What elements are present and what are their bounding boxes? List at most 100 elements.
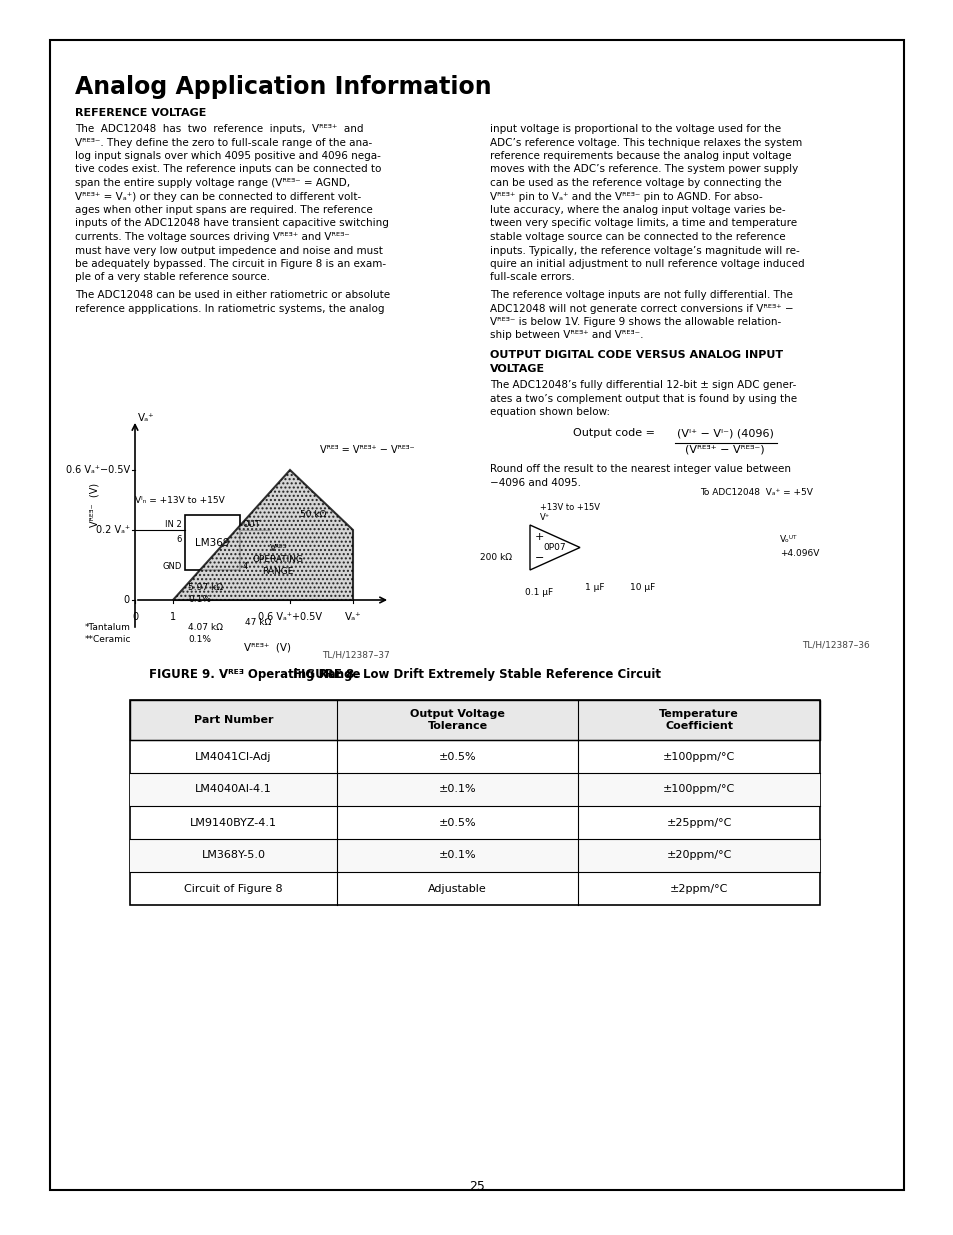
Text: LM4041CI-Adj: LM4041CI-Adj (195, 752, 272, 762)
Text: input voltage is proportional to the voltage used for the: input voltage is proportional to the vol… (490, 124, 781, 135)
Text: moves with the ADC’s reference. The system power supply: moves with the ADC’s reference. The syst… (490, 164, 798, 174)
Text: Vᴿᴱᴲ⁺ pin to Vₐ⁺ and the Vᴿᴱᴲ⁻ pin to AGND. For abso-: Vᴿᴱᴲ⁺ pin to Vₐ⁺ and the Vᴿᴱᴲ⁻ pin to AG… (490, 191, 762, 201)
Text: reference appplications. In ratiometric systems, the analog: reference appplications. In ratiometric … (75, 304, 384, 314)
Text: (Vᴿᴱᴲ⁺ − Vᴿᴱᴲ⁻): (Vᴿᴱᴲ⁺ − Vᴿᴱᴲ⁻) (684, 445, 764, 454)
Text: 50 kΩ: 50 kΩ (299, 510, 326, 519)
Text: The reference voltage inputs are not fully differential. The: The reference voltage inputs are not ful… (490, 290, 792, 300)
Text: OUT: OUT (243, 520, 260, 529)
Text: must have very low output impedence and noise and must: must have very low output impedence and … (75, 246, 382, 256)
Text: ±25ppm/°C: ±25ppm/°C (666, 818, 731, 827)
Text: 1: 1 (170, 613, 176, 622)
Text: 4: 4 (243, 562, 248, 571)
Text: 0.1%: 0.1% (188, 595, 211, 604)
Text: Vᴿᴱᴲ⁻. They define the zero to full-scale range of the ana-: Vᴿᴱᴲ⁻. They define the zero to full-scal… (75, 137, 372, 147)
Text: Vₐ⁺: Vₐ⁺ (344, 613, 361, 622)
Text: 0.2 Vₐ⁺: 0.2 Vₐ⁺ (95, 525, 130, 535)
Text: LM368Y-5.0: LM368Y-5.0 (201, 851, 265, 861)
Text: LM9140BYZ-4.1: LM9140BYZ-4.1 (190, 818, 276, 827)
Text: **Ceramic: **Ceramic (85, 635, 132, 643)
Text: equation shown below:: equation shown below: (490, 408, 610, 417)
Text: +13V to +15V: +13V to +15V (539, 503, 599, 513)
Text: TL/H/12387–36: TL/H/12387–36 (801, 641, 869, 650)
Text: REFERENCE VOLTAGE: REFERENCE VOLTAGE (75, 107, 206, 119)
Text: 47 kΩ: 47 kΩ (245, 618, 271, 627)
Text: Vᴿᴱᴲ⁻ is below 1V. Figure 9 shows the allowable relation-: Vᴿᴱᴲ⁻ is below 1V. Figure 9 shows the al… (490, 317, 781, 327)
Text: Adjustable: Adjustable (428, 883, 487, 893)
Text: ±0.1%: ±0.1% (438, 784, 476, 794)
Text: Output Voltage
Tolerance: Output Voltage Tolerance (410, 709, 505, 731)
Text: 0.1 μF: 0.1 μF (524, 588, 553, 597)
Text: be adequately bypassed. The circuit in Figure 8 is an exam-: be adequately bypassed. The circuit in F… (75, 259, 386, 269)
Polygon shape (530, 525, 579, 571)
Text: FIGURE 8. Low Drift Extremely Stable Reference Circuit: FIGURE 8. Low Drift Extremely Stable Ref… (294, 668, 660, 680)
Text: ±2ppm/°C: ±2ppm/°C (669, 883, 728, 893)
Text: inputs of the ADC12048 have transient capacitive switching: inputs of the ADC12048 have transient ca… (75, 219, 389, 228)
Bar (130, 773, 820, 806)
Text: TL/H/12387–37: TL/H/12387–37 (322, 650, 390, 659)
Bar (130, 700, 820, 905)
Text: tween very specific voltage limits, a time and temperature: tween very specific voltage limits, a ti… (490, 219, 797, 228)
Text: LM369: LM369 (195, 537, 230, 547)
Text: 25: 25 (469, 1179, 484, 1193)
Text: ages when other input spans are required. The reference: ages when other input spans are required… (75, 205, 373, 215)
Text: 1 μF: 1 μF (584, 583, 604, 592)
Text: tive codes exist. The reference inputs can be connected to: tive codes exist. The reference inputs c… (75, 164, 381, 174)
Text: inputs. Typically, the reference voltage’s magnitude will re-: inputs. Typically, the reference voltage… (490, 246, 799, 256)
Text: reference requirements because the analog input voltage: reference requirements because the analo… (490, 151, 791, 161)
Text: ADC12048 will not generate correct conversions if Vᴿᴱᴲ⁺ −: ADC12048 will not generate correct conve… (490, 304, 793, 314)
Text: LM4040AI-4.1: LM4040AI-4.1 (195, 784, 272, 794)
Text: Vᴿᴱᴲ⁺  (V): Vᴿᴱᴲ⁺ (V) (244, 642, 291, 652)
Text: To ADC12048  Vₐ⁺ = +5V: To ADC12048 Vₐ⁺ = +5V (700, 488, 812, 496)
Text: span the entire supply voltage range (Vᴿᴱᴲ⁻ = AGND,: span the entire supply voltage range (Vᴿ… (75, 178, 350, 188)
Text: Output code =: Output code = (573, 429, 655, 438)
Text: −: − (535, 553, 544, 563)
Text: +4.096V: +4.096V (780, 548, 819, 557)
Bar (185, 515, 240, 571)
Text: ple of a very stable reference source.: ple of a very stable reference source. (75, 273, 270, 283)
Text: VOLTAGE: VOLTAGE (490, 363, 544, 373)
Text: ship between Vᴿᴱᴲ⁺ and Vᴿᴱᴲ⁻.: ship between Vᴿᴱᴲ⁺ and Vᴿᴱᴲ⁻. (490, 331, 643, 341)
Text: Vᴿᴱᴲ
OPERATING
RANGE: Vᴿᴱᴲ OPERATING RANGE (253, 543, 303, 577)
Text: OUTPUT DIGITAL CODE VERSUS ANALOG INPUT: OUTPUT DIGITAL CODE VERSUS ANALOG INPUT (490, 350, 782, 359)
Text: currents. The voltage sources driving Vᴿᴱᴲ⁺ and Vᴿᴱᴲ⁻: currents. The voltage sources driving Vᴿ… (75, 232, 350, 242)
Bar (130, 700, 820, 740)
Text: The ADC12048’s fully differential 12-bit ± sign ADC gener-: The ADC12048’s fully differential 12-bit… (490, 380, 796, 390)
Text: 0P07: 0P07 (543, 543, 566, 552)
Text: −4096 and 4095.: −4096 and 4095. (490, 478, 580, 488)
Bar (50, 40, 903, 1191)
Text: The  ADC12048  has  two  reference  inputs,  Vᴿᴱᴲ⁺  and: The ADC12048 has two reference inputs, V… (75, 124, 363, 135)
Text: FIGURE 9. Vᴿᴱᴲ Operating Range: FIGURE 9. Vᴿᴱᴲ Operating Range (149, 668, 360, 680)
Text: The ADC12048 can be used in either ratiometric or absolute: The ADC12048 can be used in either ratio… (75, 290, 390, 300)
Text: Part Number: Part Number (193, 715, 273, 725)
Text: lute accuracy, where the analog input voltage varies be-: lute accuracy, where the analog input vo… (490, 205, 785, 215)
Text: 200 kΩ: 200 kΩ (479, 552, 512, 562)
Text: ±100ppm/°C: ±100ppm/°C (662, 784, 735, 794)
Text: stable voltage source can be connected to the reference: stable voltage source can be connected t… (490, 232, 785, 242)
Bar (130, 839, 820, 872)
Text: V⁺: V⁺ (539, 513, 550, 522)
Polygon shape (172, 471, 353, 600)
Text: 10 μF: 10 μF (629, 583, 655, 592)
Text: Vₒᵁᵀ: Vₒᵁᵀ (780, 536, 797, 545)
Text: log input signals over which 4095 positive and 4096 nega-: log input signals over which 4095 positi… (75, 151, 380, 161)
Text: GND: GND (162, 562, 182, 571)
Text: Circuit of Figure 8: Circuit of Figure 8 (184, 883, 282, 893)
Text: 0.6 Vₐ⁺−0.5V: 0.6 Vₐ⁺−0.5V (66, 466, 130, 475)
Text: +: + (535, 532, 544, 542)
Text: Vᴿᴱᴲ⁺ = Vₐ⁺) or they can be connected to different volt-: Vᴿᴱᴲ⁺ = Vₐ⁺) or they can be connected to… (75, 191, 361, 201)
Text: Vᴿᴱᴲ⁻  (V): Vᴿᴱᴲ⁻ (V) (90, 483, 100, 527)
Text: 0: 0 (132, 613, 138, 622)
Text: full-scale errors.: full-scale errors. (490, 273, 574, 283)
Text: Vᴿᴱᴲ = Vᴿᴱᴲ⁺ − Vᴿᴱᴲ⁻: Vᴿᴱᴲ = Vᴿᴱᴲ⁺ − Vᴿᴱᴲ⁻ (319, 445, 415, 454)
Text: can be used as the reference voltage by connecting the: can be used as the reference voltage by … (490, 178, 781, 188)
Text: Temperature
Coefficient: Temperature Coefficient (659, 709, 739, 731)
Text: ±20ppm/°C: ±20ppm/°C (666, 851, 731, 861)
Text: *Tantalum: *Tantalum (85, 622, 131, 632)
Text: ates a two’s complement output that is found by using the: ates a two’s complement output that is f… (490, 394, 797, 404)
Text: Round off the result to the nearest integer value between: Round off the result to the nearest inte… (490, 464, 790, 474)
Text: 4.07 kΩ: 4.07 kΩ (188, 622, 223, 632)
Text: Vᴵₙ = +13V to +15V: Vᴵₙ = +13V to +15V (135, 496, 225, 505)
Text: 5.97 kΩ: 5.97 kΩ (188, 583, 223, 592)
Text: (Vᴵ⁺ − Vᴵ⁻) (4096): (Vᴵ⁺ − Vᴵ⁻) (4096) (676, 429, 773, 438)
Text: 0.1%: 0.1% (188, 635, 211, 643)
